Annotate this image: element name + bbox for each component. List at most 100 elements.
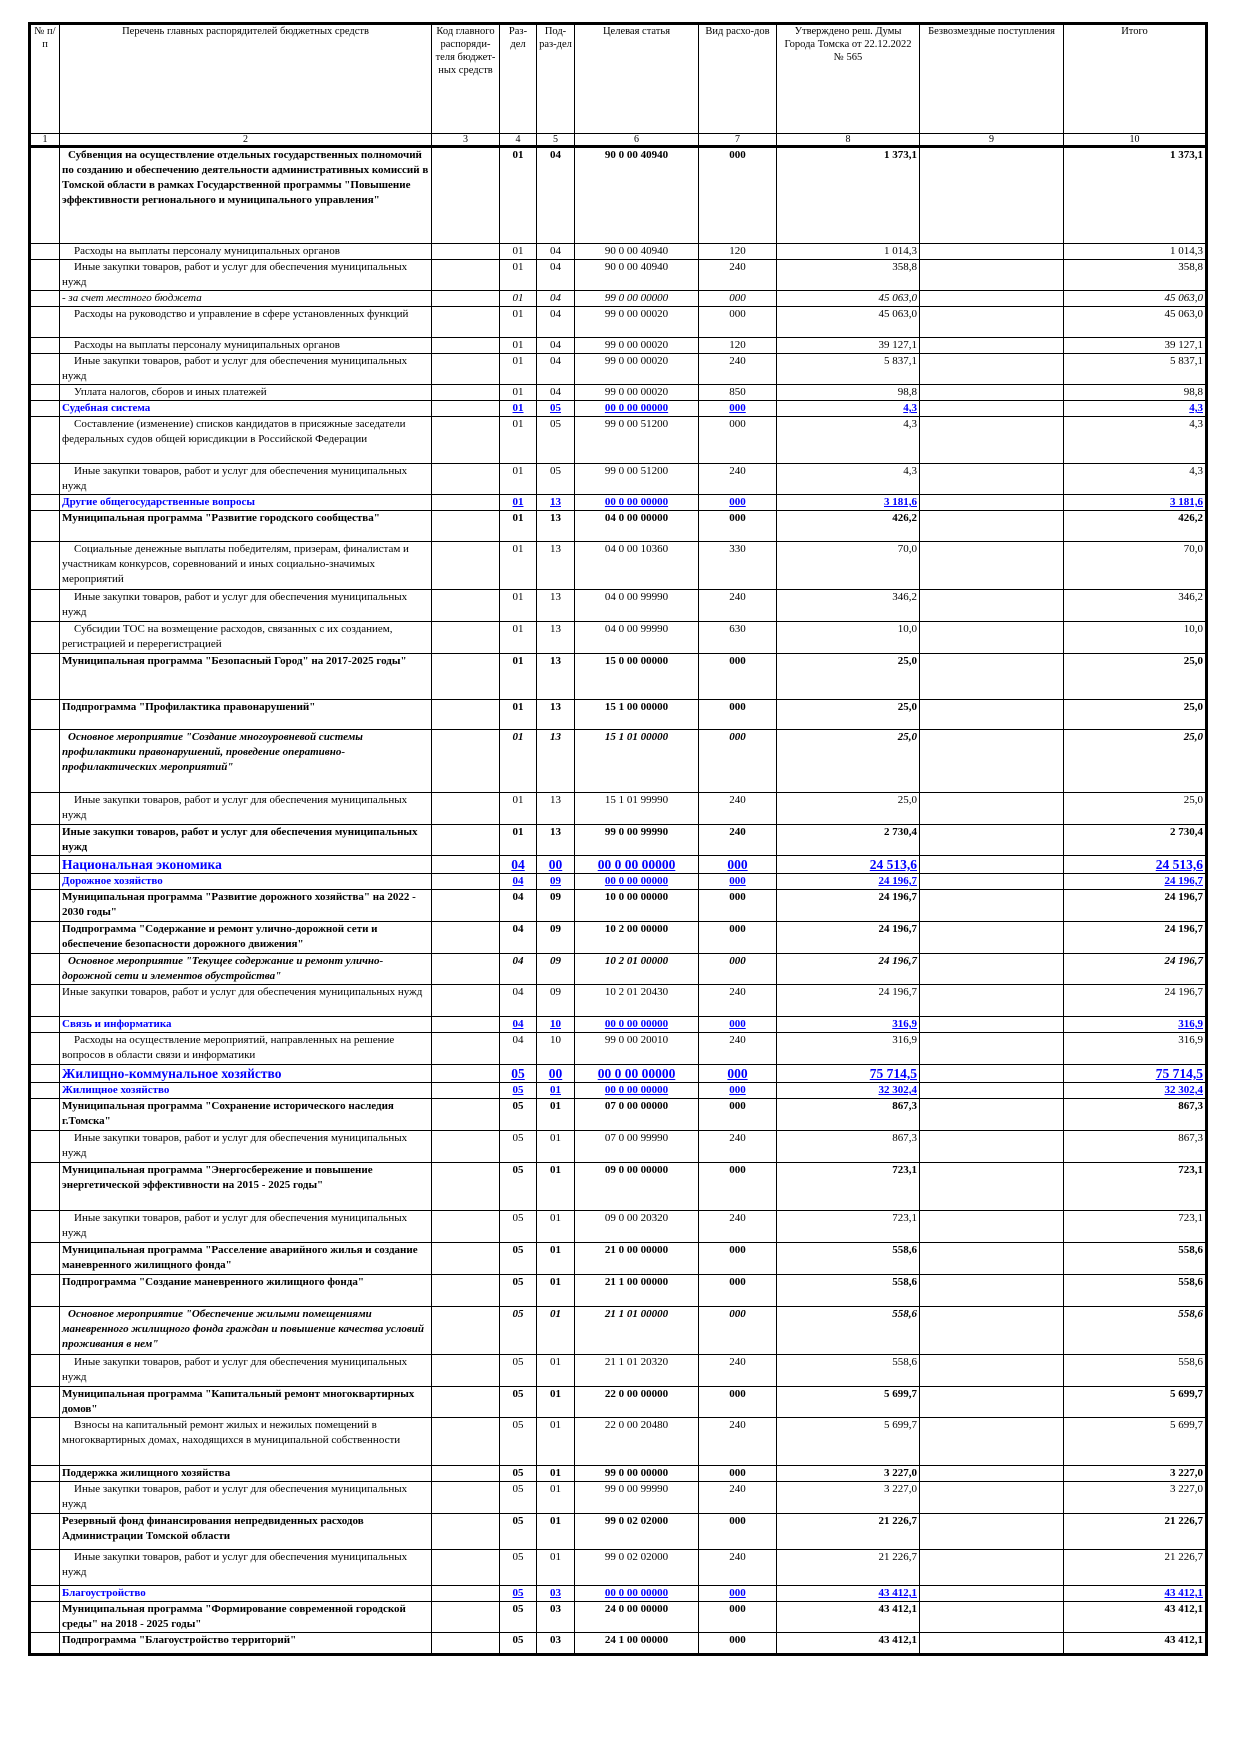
cell-number <box>29 1130 60 1163</box>
cell-target-article: 09 0 00 20320 <box>574 1210 699 1243</box>
cell-number <box>29 146 60 244</box>
cell-subsection: 05 <box>536 416 575 464</box>
cell-target-article: 15 0 00 00000 <box>574 653 699 700</box>
cell-expense-type: 000 <box>698 699 777 730</box>
cell-section: 04 <box>499 984 537 1017</box>
cell-section: 04 <box>499 921 537 954</box>
cell-subsection: 01 <box>536 1098 575 1131</box>
cell-grants <box>919 290 1064 307</box>
cell-total: 5 837,1 <box>1063 353 1207 385</box>
table-row: Резервный фонд финансирования непредвиде… <box>29 1513 1207 1550</box>
table-row: - за счет местного бюджета 01 04 99 0 00 00… <box>29 290 1207 307</box>
cell-total: 426,2 <box>1063 510 1207 542</box>
table-row: Муниципальная программа "Безопасный Горо… <box>29 653 1207 700</box>
cell-description: Уплата налогов, сборов и иных платежей <box>59 384 432 401</box>
cell-subsection: 13 <box>536 729 575 793</box>
cell-total: 346,2 <box>1063 589 1207 622</box>
cell-approved: 316,9 <box>776 1016 920 1033</box>
cell-grants <box>919 1386 1064 1418</box>
cell-target-article: 10 2 01 00000 <box>574 953 699 985</box>
cell-target-article: 04 0 00 10360 <box>574 541 699 590</box>
cell-total: 25,0 <box>1063 653 1207 700</box>
cell-admin-code <box>431 621 500 654</box>
col-number: 7 <box>698 133 777 148</box>
cell-grants <box>919 1632 1064 1655</box>
cell-number <box>29 921 60 954</box>
cell-expense-type: 120 <box>698 243 777 260</box>
cell-total: 4,3 <box>1063 416 1207 464</box>
col-number: 2 <box>59 133 432 148</box>
cell-number <box>29 306 60 338</box>
cell-expense-type: 240 <box>698 1032 777 1065</box>
cell-expense-type: 000 <box>698 1016 777 1033</box>
cell-expense-type: 000 <box>698 1242 777 1275</box>
table-row: Подпрограмма "Содержание и ремонт улично… <box>29 921 1207 954</box>
cell-number <box>29 873 60 890</box>
cell-approved: 867,3 <box>776 1130 920 1163</box>
table-row: Расходы на осуществление мероприятий, на… <box>29 1032 1207 1065</box>
cell-number <box>29 621 60 654</box>
cell-number <box>29 1274 60 1307</box>
cell-description: Расходы на выплаты персоналу муниципальн… <box>59 337 432 354</box>
cell-number <box>29 1016 60 1033</box>
cell-description: Муниципальная программа "Развитие дорожн… <box>59 889 432 922</box>
cell-total: 558,6 <box>1063 1354 1207 1387</box>
cell-grants <box>919 873 1064 890</box>
cell-expense-type: 000 <box>698 1585 777 1602</box>
cell-description: Взносы на капитальный ремонт жилых и неж… <box>59 1417 432 1466</box>
cell-section: 01 <box>499 494 537 511</box>
table-header-row: № п/п Перечень главных распорядителей бю… <box>29 23 1207 134</box>
cell-admin-code <box>431 1210 500 1243</box>
table-row: Уплата налогов, сборов и иных платежей 01… <box>29 384 1207 401</box>
cell-expense-type: 120 <box>698 337 777 354</box>
cell-approved: 2 730,4 <box>776 824 920 856</box>
col-number: 1 <box>29 133 60 148</box>
cell-number <box>29 1162 60 1211</box>
cell-subsection: 03 <box>536 1585 575 1602</box>
cell-subsection: 04 <box>536 384 575 401</box>
cell-approved: 70,0 <box>776 541 920 590</box>
table-row: Связь и информатика 04 10 00 0 00 00000 000 3… <box>29 1016 1207 1033</box>
cell-description: Связь и информатика <box>59 1016 432 1033</box>
cell-approved: 24 196,7 <box>776 921 920 954</box>
cell-expense-type: 000 <box>698 1274 777 1307</box>
cell-approved: 426,2 <box>776 510 920 542</box>
cell-number <box>29 855 60 874</box>
cell-description: Муниципальная программа "Энергосбережени… <box>59 1162 432 1211</box>
cell-subsection: 04 <box>536 146 575 244</box>
cell-total: 5 699,7 <box>1063 1417 1207 1466</box>
cell-approved: 358,8 <box>776 259 920 291</box>
cell-grants <box>919 921 1064 954</box>
table-row: Муниципальная программа "Формирование со… <box>29 1601 1207 1633</box>
cell-number <box>29 729 60 793</box>
cell-target-article: 99 0 00 00000 <box>574 290 699 307</box>
cell-total: 316,9 <box>1063 1032 1207 1065</box>
table-row: Расходы на выплаты персоналу муниципальн… <box>29 243 1207 260</box>
cell-grants <box>919 1016 1064 1033</box>
cell-approved: 723,1 <box>776 1210 920 1243</box>
cell-expense-type: 240 <box>698 259 777 291</box>
cell-approved: 75 714,5 <box>776 1064 920 1083</box>
cell-grants <box>919 243 1064 260</box>
cell-number <box>29 510 60 542</box>
cell-admin-code <box>431 1601 500 1633</box>
cell-grants <box>919 259 1064 291</box>
cell-approved: 1 014,3 <box>776 243 920 260</box>
cell-total: 10,0 <box>1063 621 1207 654</box>
cell-total: 558,6 <box>1063 1274 1207 1307</box>
cell-subsection: 10 <box>536 1032 575 1065</box>
cell-target-article: 00 0 00 00000 <box>574 1585 699 1602</box>
cell-subsection: 01 <box>536 1549 575 1586</box>
cell-total: 4,3 <box>1063 400 1207 417</box>
cell-grants <box>919 1549 1064 1586</box>
cell-target-article: 22 0 00 20480 <box>574 1417 699 1466</box>
cell-admin-code <box>431 1016 500 1033</box>
cell-number <box>29 1306 60 1355</box>
cell-grants <box>919 1354 1064 1387</box>
cell-subsection: 01 <box>536 1306 575 1355</box>
table-row: Иные закупки товаров, работ и услуг для … <box>29 792 1207 825</box>
cell-admin-code <box>431 1354 500 1387</box>
cell-grants <box>919 1082 1064 1099</box>
cell-number <box>29 337 60 354</box>
cell-total: 24 196,7 <box>1063 873 1207 890</box>
